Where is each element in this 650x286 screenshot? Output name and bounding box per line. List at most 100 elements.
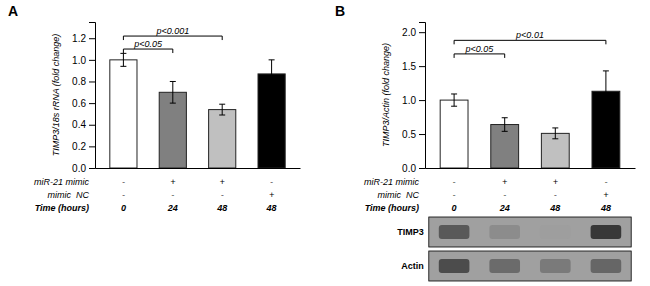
y-tick: 0.2: [72, 141, 95, 152]
error-bar: [219, 104, 225, 115]
y-tick-label: 0.5: [402, 129, 416, 140]
blot-band: [439, 225, 470, 239]
y-tick-label: 1.0: [72, 55, 86, 66]
y-tick: 0.0: [402, 163, 425, 174]
row-value: 24: [167, 203, 178, 213]
error-bar-line: [451, 106, 457, 107]
bar: [110, 60, 137, 168]
bar: [491, 125, 519, 168]
y-tick: 1.5: [402, 61, 425, 72]
row-value: +: [269, 190, 274, 200]
y-tick: 0.8: [72, 76, 95, 87]
blot-band: [489, 225, 520, 239]
row-value: -: [122, 177, 125, 187]
x-axis: [96, 168, 301, 169]
row-value: -: [122, 190, 125, 200]
blot-band: [489, 259, 520, 273]
row-value: 48: [216, 203, 227, 213]
y-tick-mark: [419, 168, 425, 169]
row-value: 48: [549, 203, 560, 213]
row-value: +: [553, 177, 558, 187]
row-label: Time (hours): [35, 203, 89, 213]
y-tick-label: 0.4: [72, 119, 86, 130]
error-bar-line: [219, 104, 225, 105]
error-bar-line: [552, 138, 558, 139]
y-tick-mark: [419, 66, 425, 67]
error-bar-line: [269, 87, 275, 88]
y-tick-label: 0.2: [72, 141, 86, 152]
y-tick-mark: [89, 103, 95, 104]
error-bar-line: [120, 66, 126, 67]
error-bar: [552, 128, 558, 139]
y-axis-title: TIMP3/Actin (fold change): [381, 43, 391, 147]
error-bar-line: [502, 117, 508, 118]
x-axis: [426, 168, 636, 169]
y-tick-mark: [89, 146, 95, 147]
blot-band: [439, 259, 470, 273]
significance-bracket: [454, 54, 505, 58]
error-bar: [170, 81, 176, 103]
bar: [258, 74, 285, 168]
y-tick: 0.4: [72, 119, 95, 130]
y-tick-label: 0.0: [72, 163, 86, 174]
row-value: -: [503, 190, 506, 200]
error-bar-line: [170, 81, 176, 82]
panel: 0.00.20.40.60.81.01.2TIMP3/18s rRNA (fol…: [8, 3, 301, 213]
row-value: -: [453, 190, 456, 200]
y-tick-mark: [419, 100, 425, 101]
y-tick-label: 0.8: [72, 76, 86, 87]
row-value: -: [604, 177, 607, 187]
significance-label: p<0.05: [465, 44, 495, 54]
y-tick: 0.5: [402, 129, 425, 140]
row-value: 48: [266, 203, 277, 213]
y-tick-label: 2.0: [402, 27, 416, 38]
y-tick-mark: [89, 81, 95, 82]
blot-background: [429, 251, 631, 281]
row-label: miR-21 mimic: [364, 177, 419, 187]
significance-label: p<0.05: [133, 39, 163, 49]
y-axis: 0.0 0.2 0.4 0.6 0.8 1.0 1.2: [72, 23, 95, 174]
y-axis: 0.00.51.01.52.0: [402, 23, 425, 174]
y-tick-mark: [89, 60, 95, 61]
blot-label: Actin: [401, 261, 424, 271]
blot-background: [429, 217, 631, 247]
error-bar-line: [555, 128, 556, 139]
significance-label: p<0.001: [155, 26, 189, 36]
row-value: -: [453, 177, 456, 187]
y-tick: 1.0: [72, 55, 95, 66]
row-label: mimic NC: [48, 190, 90, 200]
bar: [209, 110, 236, 168]
y-axis-line: [89, 23, 96, 169]
row-label: miR-21 mimic: [34, 177, 89, 187]
row-value: +: [170, 177, 175, 187]
y-tick-label: 1.2: [72, 33, 86, 44]
y-tick-mark: [89, 38, 95, 39]
error-bar-line: [170, 103, 176, 104]
bar: [541, 133, 569, 168]
y-tick-label: 1.5: [402, 61, 416, 72]
y-tick-mark: [89, 125, 95, 126]
error-bar-line: [502, 131, 508, 132]
y-tick-label: 0.6: [72, 98, 86, 109]
blot-band: [591, 259, 622, 273]
y-tick: 0.6: [72, 98, 95, 109]
error-bar-line: [123, 53, 124, 66]
panel-label: A: [8, 3, 18, 19]
y-tick-mark: [419, 32, 425, 33]
figure: 0.00.20.40.60.81.01.2TIMP3/18s rRNA (fol…: [0, 0, 650, 286]
error-bar-line: [552, 127, 558, 128]
row-value: +: [502, 177, 507, 187]
error-bar-line: [219, 115, 225, 116]
row-label: Time (hours): [365, 203, 419, 213]
row-label: mimic NC: [378, 190, 420, 200]
row-value: 48: [600, 203, 611, 213]
y-tick: 1.2: [72, 33, 95, 44]
plot-area: [440, 40, 620, 168]
error-bar-line: [603, 111, 609, 112]
blot-band: [540, 259, 571, 273]
row-value: -: [221, 190, 224, 200]
error-bar: [451, 94, 457, 106]
row-value: 0: [121, 203, 126, 213]
bar: [159, 92, 186, 168]
error-bar-line: [271, 60, 272, 88]
